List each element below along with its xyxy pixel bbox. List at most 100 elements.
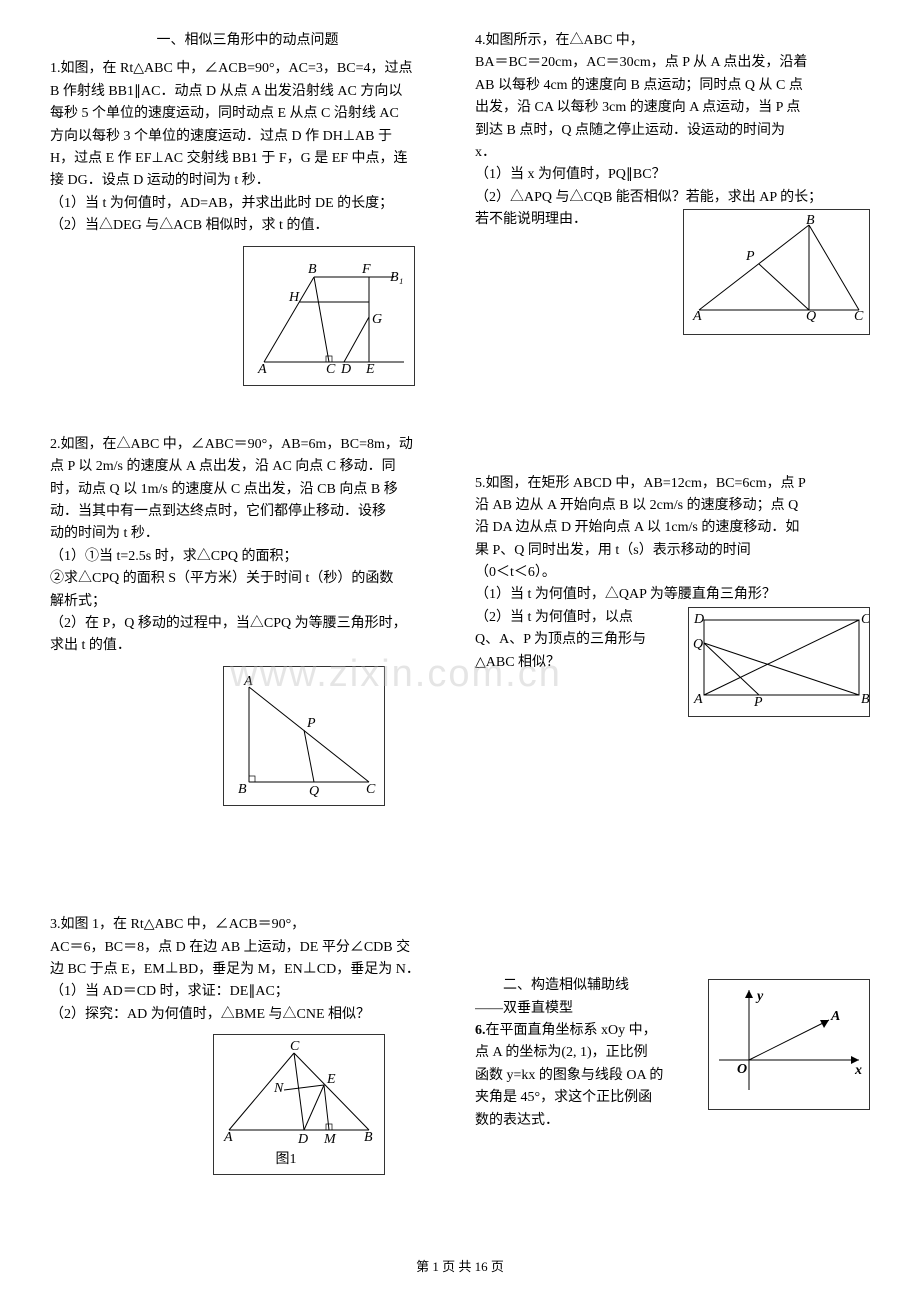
svg-text:B₁: B₁ — [390, 270, 403, 285]
p1-line: B 作射线 BB1∥AC．动点 D 从点 A 出发沿射线 AC 方向以 — [50, 81, 445, 103]
p3-line: 3.如图 1，在 Rt△ABC 中，∠ACB＝90°， — [50, 914, 445, 936]
p2-q4: （2）在 P，Q 移动的过程中，当△CPQ 为等腰三角形时， — [50, 613, 445, 635]
svg-text:B: B — [861, 692, 869, 707]
svg-text:Q: Q — [806, 309, 816, 324]
svg-text:D: D — [297, 1132, 308, 1147]
svg-text:O: O — [737, 1062, 747, 1077]
p5-line: 沿 DA 边从点 D 开始向点 A 以 1cm/s 的速度移动．如 — [475, 517, 870, 539]
svg-text:Q: Q — [693, 637, 703, 652]
p5-q1: （1）当 t 为何值时，△QAP 为等腰直角三角形？ — [475, 584, 870, 606]
p2-line: 时，动点 Q 以 1m/s 的速度从 C 点出发，沿 CB 向点 B 移 — [50, 479, 445, 501]
figure-4: A C Q B P — [683, 209, 870, 334]
p2-q1: （1）①当 t=2.5s 时，求△CPQ 的面积； — [50, 546, 445, 568]
p5-line: （0＜t＜6）。 — [475, 562, 870, 584]
p1-line: 方向以每秒 3 个单位的速度运动．过点 D 作 DH⊥AB 于 — [50, 126, 445, 148]
p1-line: 接 DG．设点 D 运动的时间为 t 秒． — [50, 170, 445, 192]
figure-5-svg: D C A B Q P — [689, 608, 869, 708]
p5-line: 沿 AB 边从 A 开始向点 B 以 2cm/s 的速度移动；点 Q — [475, 495, 870, 517]
figure-3-svg: A B C D M E N 图1 — [214, 1035, 384, 1165]
problem-3: 3.如图 1，在 Rt△ABC 中，∠ACB＝90°， AC＝6，BC＝8，点 … — [50, 914, 445, 1174]
svg-text:D: D — [693, 612, 704, 627]
svg-text:C: C — [861, 612, 869, 627]
svg-text:A: A — [830, 1009, 840, 1024]
page-footer: 第 1 页 共 16 页 — [0, 1257, 920, 1278]
svg-text:图1: 图1 — [276, 1152, 297, 1165]
svg-text:C: C — [290, 1039, 300, 1054]
svg-text:N: N — [273, 1081, 284, 1096]
p4-line: x． — [475, 142, 870, 164]
svg-text:A: A — [257, 362, 267, 377]
svg-text:C: C — [854, 309, 864, 324]
page-content: 一、相似三角形中的动点问题 1.如图，在 Rt△ABC 中，∠ACB=90°，A… — [0, 0, 920, 1233]
figure-1: A C D E B F B₁ H G — [243, 246, 415, 386]
p5-line: 5.如图，在矩形 ABCD 中，AB=12cm，BC=6cm，点 P — [475, 473, 870, 495]
svg-text:M: M — [323, 1132, 337, 1147]
section-1-title: 一、相似三角形中的动点问题 — [50, 30, 445, 52]
svg-text:B: B — [238, 782, 247, 797]
svg-text:F: F — [361, 262, 371, 277]
svg-text:E: E — [326, 1072, 336, 1087]
p3-line: AC＝6，BC＝8，点 D 在边 AB 上运动，DE 平分∠CDB 交 — [50, 937, 445, 959]
svg-text:G: G — [372, 312, 382, 327]
svg-text:A: A — [243, 674, 253, 689]
problem-6: y x O A 二、构造相似辅助线 ——双垂直模型 6.在平面直角坐标系 xOy… — [475, 975, 870, 1132]
p4-q1: （1）当 x 为何值时，PQ∥BC？ — [475, 164, 870, 186]
p4-line: AB 以每秒 4cm 的速度向 B 点运动；同时点 Q 从 C 点 — [475, 75, 870, 97]
svg-text:C: C — [326, 362, 336, 377]
p4-line: 出发，沿 CA 以每秒 3cm 的速度向 A 点运动，当 P 点 — [475, 97, 870, 119]
p2-line: 动的时间为 t 秒． — [50, 523, 445, 545]
svg-text:C: C — [366, 782, 376, 797]
p4-line: BA＝BC＝20cm，AC＝30cm，点 P 从 A 点出发，沿着 — [475, 52, 870, 74]
p1-line: 1.如图，在 Rt△ABC 中，∠ACB=90°，AC=3，BC=4，过点 — [50, 58, 445, 80]
p4-q2: （2）△APQ 与△CQB 能否相似？若能，求出 AP 的长； — [475, 187, 870, 209]
svg-text:B: B — [308, 262, 317, 277]
p2-line: 2.如图，在△ABC 中，∠ABC＝90°，AB=6m，BC=8m，动 — [50, 434, 445, 456]
p1-line: H，过点 E 作 EF⊥AC 交射线 BB1 于 F，G 是 EF 中点，连 — [50, 148, 445, 170]
problem-1: 1.如图，在 Rt△ABC 中，∠ACB=90°，AC=3，BC=4，过点 B … — [50, 58, 445, 386]
p6-rest: 在平面直角坐标系 xOy 中， — [486, 1023, 657, 1038]
svg-text:P: P — [753, 695, 763, 708]
p3-line: 边 BC 于点 E，EM⊥BD，垂足为 M，EN⊥CD，垂足为 N． — [50, 959, 445, 981]
figure-4-svg: A C Q B P — [684, 210, 869, 325]
svg-text:B: B — [364, 1130, 373, 1145]
p4-line: 到达 B 点时，Q 点随之停止运动．设运动的时间为 — [475, 120, 870, 142]
svg-text:A: A — [223, 1130, 233, 1145]
p6-line: 数的表达式． — [475, 1110, 870, 1132]
p3-q1: （1）当 AD＝CD 时，求证：DE∥AC； — [50, 981, 445, 1003]
problem-4: 4.如图所示，在△ABC 中， BA＝BC＝20cm，AC＝30cm，点 P 从… — [475, 30, 870, 335]
svg-text:x: x — [854, 1063, 862, 1078]
figure-6: y x O A — [708, 979, 870, 1109]
p1-q1: （1）当 t 为何值时，AD=AB，并求出此时 DE 的长度； — [50, 193, 445, 215]
p2-line: 动．当其中有一点到达终点时，它们都停止移动．设移 — [50, 501, 445, 523]
figure-2: A B C P Q — [223, 666, 385, 806]
svg-text:P: P — [306, 716, 316, 731]
p3-q2: （2）探究：AD 为何值时，△BME 与△CNE 相似？ — [50, 1004, 445, 1026]
p5-line: 果 P、Q 同时出发，用 t（s）表示移动的时间 — [475, 540, 870, 562]
figure-6-svg: y x O A — [709, 980, 869, 1100]
problem-2: 2.如图，在△ABC 中，∠ABC＝90°，AB=6m，BC=8m，动 点 P … — [50, 434, 445, 806]
problem-5: 5.如图，在矩形 ABCD 中，AB=12cm，BC=6cm，点 P 沿 AB … — [475, 473, 870, 718]
p2-q2: ②求△CPQ 的面积 S（平方米）关于时间 t（秒）的函数 — [50, 568, 445, 590]
svg-text:A: A — [692, 309, 702, 324]
p2-q5: 求出 t 的值． — [50, 635, 445, 657]
svg-text:H: H — [288, 290, 300, 305]
svg-text:P: P — [745, 249, 755, 264]
left-column: 一、相似三角形中的动点问题 1.如图，在 Rt△ABC 中，∠ACB=90°，A… — [50, 30, 445, 1193]
right-column: 4.如图所示，在△ABC 中， BA＝BC＝20cm，AC＝30cm，点 P 从… — [475, 30, 870, 1193]
figure-3: A B C D M E N 图1 — [213, 1034, 385, 1174]
figure-1-svg: A C D E B F B₁ H G — [244, 247, 414, 377]
p2-line: 点 P 以 2m/s 的速度从 A 点出发，沿 AC 向点 C 移动．同 — [50, 456, 445, 478]
svg-text:Q: Q — [309, 784, 319, 797]
svg-text:B: B — [806, 213, 815, 228]
svg-text:y: y — [755, 989, 764, 1004]
svg-text:D: D — [340, 362, 351, 377]
figure-2-svg: A B C P Q — [224, 667, 384, 797]
p1-line: 每秒 5 个单位的速度运动，同时动点 E 从点 C 沿射线 AC — [50, 103, 445, 125]
figure-5: D C A B Q P — [688, 607, 870, 717]
svg-text:A: A — [693, 692, 703, 707]
svg-text:E: E — [365, 362, 375, 377]
p2-q3: 解析式； — [50, 591, 445, 613]
p1-q2: （2）当△DEG 与△ACB 相似时，求 t 的值． — [50, 215, 445, 237]
p4-line: 4.如图所示，在△ABC 中， — [475, 30, 870, 52]
p6-bold: 6. — [475, 1023, 486, 1038]
